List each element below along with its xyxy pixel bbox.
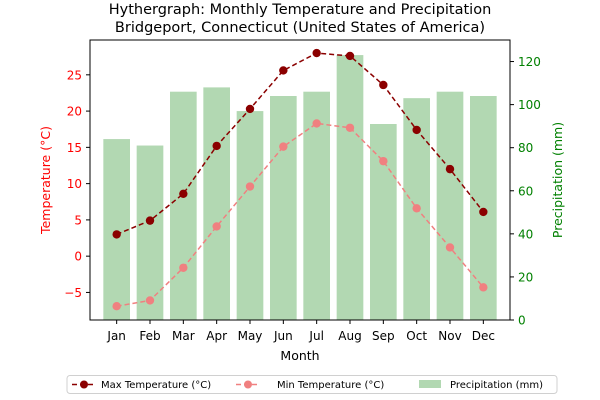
legend-min-temp-label: Min Temperature (°C)	[277, 380, 384, 391]
legend-max-temp-label: Max Temperature (°C)	[101, 380, 211, 391]
min-temp-point-nov	[445, 243, 455, 252]
x-month-axis: Jan Feb Mar Apr May Jun Jul Aug Sep Oct Nov Dec	[106, 320, 495, 343]
max-temp-line	[116, 52, 484, 236]
min-temp-point-oct	[412, 204, 421, 213]
min-temp-line	[116, 122, 484, 307]
max-temp-point-mar	[179, 189, 188, 198]
min-temp-point-aug	[345, 123, 355, 132]
min-temp-point-feb	[145, 296, 155, 305]
x-tick-label-aug: Aug	[338, 329, 361, 343]
max-temp-point-jul	[312, 48, 321, 58]
right-tick-label: 120	[518, 55, 541, 69]
right-tick-label: 20	[518, 270, 533, 284]
precipitation-bar-apr	[203, 87, 230, 320]
x-tick-label-dec: Dec	[472, 329, 495, 343]
max-temp-point-feb	[145, 216, 155, 225]
plot-frame	[89, 39, 511, 321]
left-tick-label: −5	[64, 286, 82, 300]
precipitation-bar-sep	[370, 124, 397, 320]
right-tick-label: 80	[518, 141, 533, 155]
temperature-lines	[112, 48, 488, 311]
max-temp-point-may	[245, 104, 255, 114]
left-tick-label: 20	[67, 105, 82, 119]
legend-precip-label: Precipitation (mm)	[450, 380, 543, 391]
x-tick-label-may: May	[238, 329, 263, 343]
precipitation-bar-may	[236, 111, 264, 320]
right-tick-label: 40	[518, 227, 533, 241]
max-temp-point-nov	[445, 164, 455, 174]
right-tick-label: 100	[518, 98, 541, 112]
min-temp-point-mar	[179, 263, 188, 272]
right-precipitation-axis: 0 20 40 60 80 100 120	[510, 55, 541, 328]
right-tick-label: 60	[518, 184, 533, 198]
x-tick-label-jun: Jun	[273, 329, 293, 343]
max-temp-point-apr	[212, 141, 221, 151]
x-tick-label-oct: Oct	[406, 329, 427, 343]
x-tick-label-mar: Mar	[172, 329, 195, 343]
precipitation-bar-jan	[103, 139, 130, 320]
max-temp-point-sep	[379, 80, 388, 90]
x-tick-label-jul: Jul	[308, 329, 323, 343]
chart-title-line2: Bridgeport, Connecticut (United States o…	[115, 20, 485, 36]
legend-min-temp-marker	[244, 380, 252, 389]
left-tick-label: 25	[67, 68, 82, 82]
min-temp-point-apr	[212, 222, 221, 231]
precipitation-bars	[103, 55, 497, 321]
right-tick-label: 0	[518, 314, 526, 328]
precipitation-bar-mar	[170, 91, 197, 320]
precipitation-bar-jun	[270, 96, 297, 320]
chart-title-line1: Hythergraph: Monthly Temperature and Pre…	[109, 2, 492, 18]
x-tick-label-sep: Sep	[372, 329, 395, 343]
min-temp-point-jun	[279, 142, 288, 151]
left-tick-label: 0	[74, 250, 82, 264]
left-axis-label: Temperature (°C)	[38, 126, 53, 235]
min-temp-point-dec	[479, 283, 488, 292]
left-tick-label: 15	[67, 141, 82, 155]
max-temp-point-jun	[279, 66, 288, 75]
max-temp-point-aug	[345, 51, 355, 61]
x-tick-label-nov: Nov	[438, 329, 461, 343]
x-tick-label-feb: Feb	[139, 329, 160, 343]
x-tick-label-apr: Apr	[206, 329, 227, 343]
max-temp-point-oct	[412, 125, 421, 135]
min-temp-point-sep	[379, 156, 388, 166]
left-tick-label: 10	[67, 177, 82, 191]
x-axis-label: Month	[280, 348, 319, 363]
right-axis-label: Precipitation (mm)	[550, 122, 565, 238]
left-temperature-axis: −5 0 5 10 15 20 25	[64, 68, 90, 300]
max-temp-point-jan	[112, 230, 121, 239]
precipitation-bar-feb	[136, 145, 164, 320]
min-temp-point-jul	[312, 119, 321, 128]
legend-precip-swatch	[419, 380, 441, 388]
chart-legend: Max Temperature (°C) Min Temperature (°C)…	[66, 375, 558, 394]
max-temp-point-dec	[479, 207, 488, 217]
precipitation-bar-nov	[436, 91, 464, 320]
legend-max-temp-marker	[80, 380, 88, 389]
left-tick-label: 5	[74, 213, 82, 227]
min-temp-point-may	[245, 182, 255, 191]
x-tick-label-jan: Jan	[106, 329, 126, 343]
precipitation-bar-aug	[336, 55, 364, 320]
min-temp-point-jan	[112, 302, 121, 311]
